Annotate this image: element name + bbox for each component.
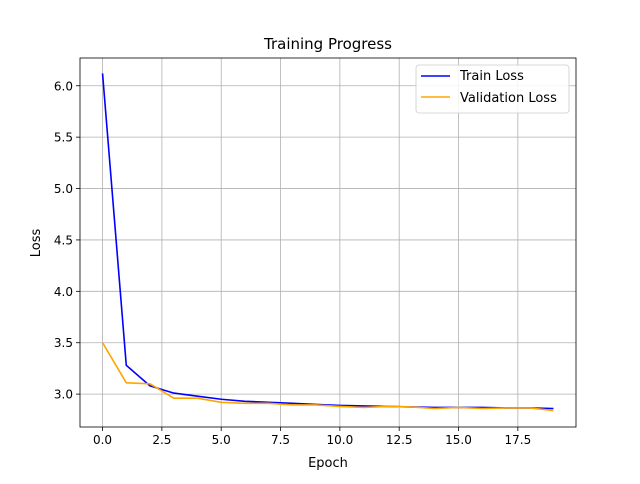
x-tick-label: 12.5 [386, 433, 413, 447]
grid-lines [80, 58, 576, 427]
x-tick-label: 7.5 [271, 433, 290, 447]
y-tick-label: 6.0 [54, 79, 73, 93]
legend-box [415, 64, 570, 114]
y-tick-label: 5.5 [54, 131, 73, 145]
y-tick-label: 4.5 [54, 233, 73, 247]
x-tick-label: 5.0 [212, 433, 231, 447]
x-tick-label: 10.0 [327, 433, 354, 447]
series-line-validation-loss [101, 342, 554, 412]
x-axis-label: Epoch [308, 456, 348, 471]
legend: Train Loss Validation Loss [415, 64, 570, 114]
y-tick-label: 3.5 [54, 336, 73, 350]
series-lines [101, 73, 554, 412]
x-tick-label: 2.5 [152, 433, 171, 447]
x-tick-label: 15.0 [445, 433, 472, 447]
legend-label-train-loss: Train Loss [459, 69, 524, 84]
axis-ticks: 0.0 2.5 5.0 7.5 10.0 12.5 15.0 17.5 3.0 3.5 4.0 4.5… [54, 79, 531, 447]
y-tick-label: 5.0 [54, 182, 73, 196]
x-tick-label: 17.5 [504, 433, 531, 447]
y-tick-label: 4.0 [54, 285, 73, 299]
y-tick-label: 3.0 [54, 388, 73, 402]
x-tick-label: 0.0 [93, 433, 112, 447]
plot-frame [79, 57, 577, 428]
y-axis-label: Loss [29, 229, 44, 258]
legend-label-validation-loss: Validation Loss [460, 91, 557, 106]
chart-title: Training Progress [263, 35, 392, 53]
